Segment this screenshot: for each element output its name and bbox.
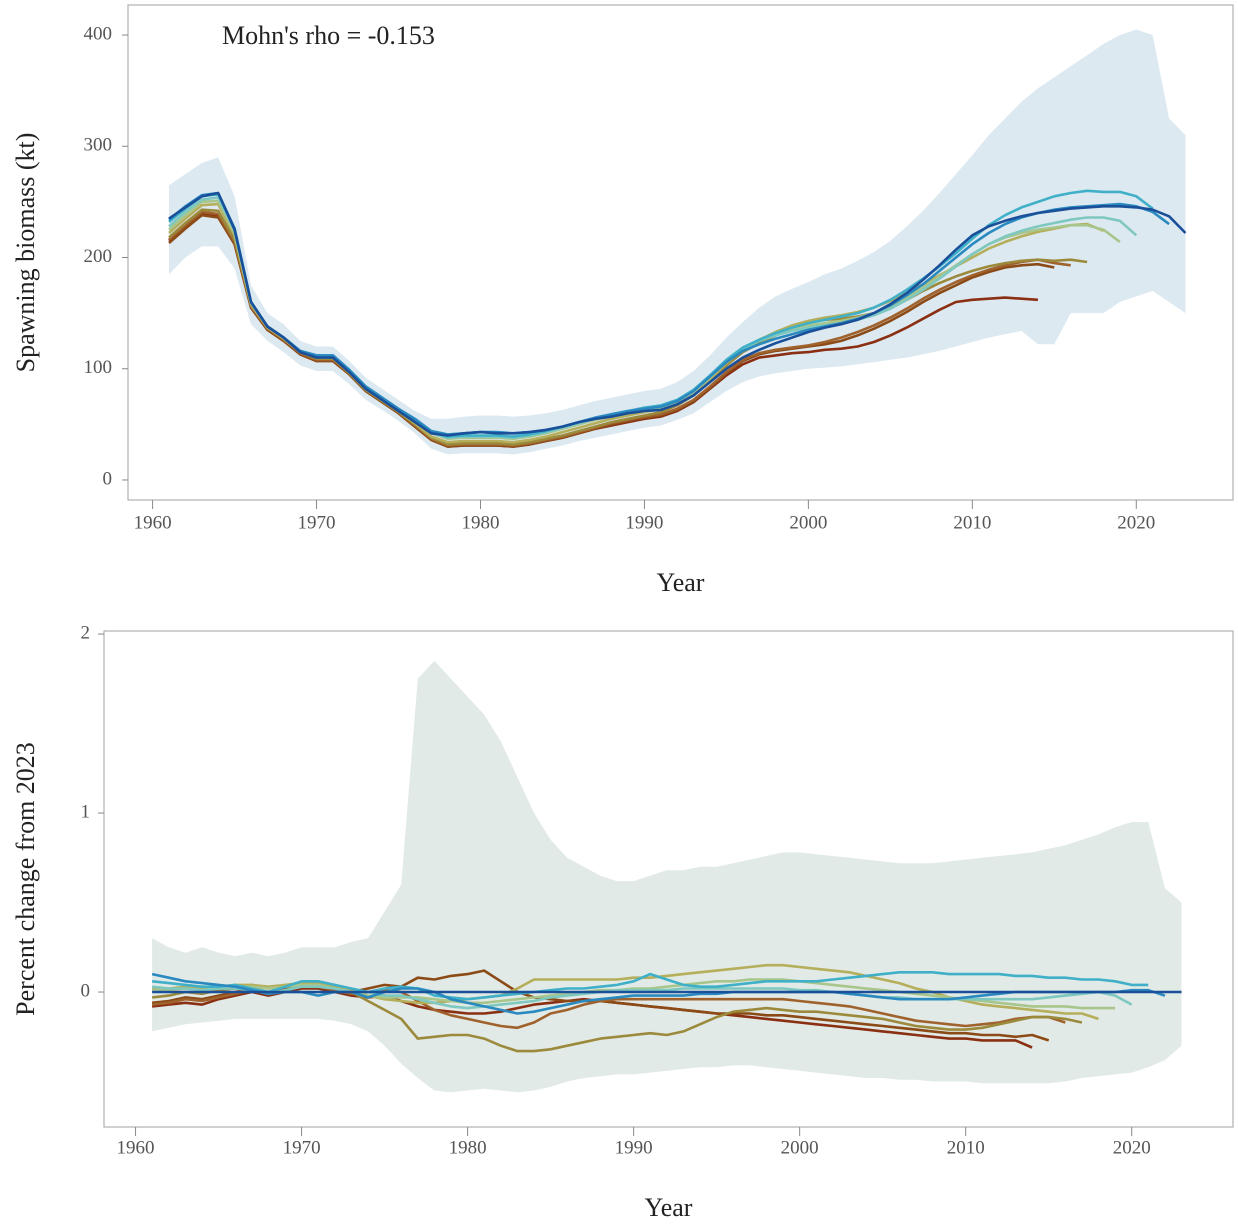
y-axis-title: Percent change from 2023 [11,742,40,1016]
y-tick-label: 400 [84,23,113,44]
x-tick-label: 1980 [461,512,499,533]
y-tick-label: 200 [84,246,113,267]
plot-frame [103,630,1234,1128]
y-tick-label: 1 [81,801,91,822]
plot-frame [127,4,1234,501]
y-tick-label: 0 [103,468,113,489]
series-line [152,963,1099,1021]
series-line [168,191,1170,436]
x-tick-label: 2020 [1117,512,1155,533]
plot-area [151,660,1182,1093]
plot-area [168,29,1187,455]
x-tick-label: 1970 [298,512,336,533]
x-tick-label: 2010 [953,512,991,533]
x-tick-label: 1990 [615,1137,653,1158]
y-tick-label: 300 [84,135,113,156]
confidence-band [152,660,1182,1093]
x-tick-label: 2000 [789,512,827,533]
x-tick-label: 2000 [781,1137,819,1158]
y-tick-label: 100 [84,357,113,378]
x-tick-label: 1960 [134,512,172,533]
x-axis-title: Year [645,1193,693,1222]
annotation: Mohn's rho = -0.153 [222,21,435,50]
x-axis-title: Year [657,568,705,597]
x-tick-label: 1960 [117,1137,155,1158]
y-tick-label: 0 [81,980,91,1001]
x-tick-label: 1990 [625,512,663,533]
y-axis-title: Spawning biomass (kt) [11,133,40,373]
y-tick-label: 2 [81,622,91,643]
x-tick-label: 1980 [449,1137,487,1158]
series-line [151,972,1166,1015]
x-tick-label: 1970 [283,1137,321,1158]
x-tick-label: 2010 [947,1137,985,1158]
confidence-band [169,29,1186,455]
x-tick-label: 2020 [1113,1137,1151,1158]
series-line [168,191,1187,437]
series-line [151,985,1133,1010]
series-line [151,971,1149,1001]
